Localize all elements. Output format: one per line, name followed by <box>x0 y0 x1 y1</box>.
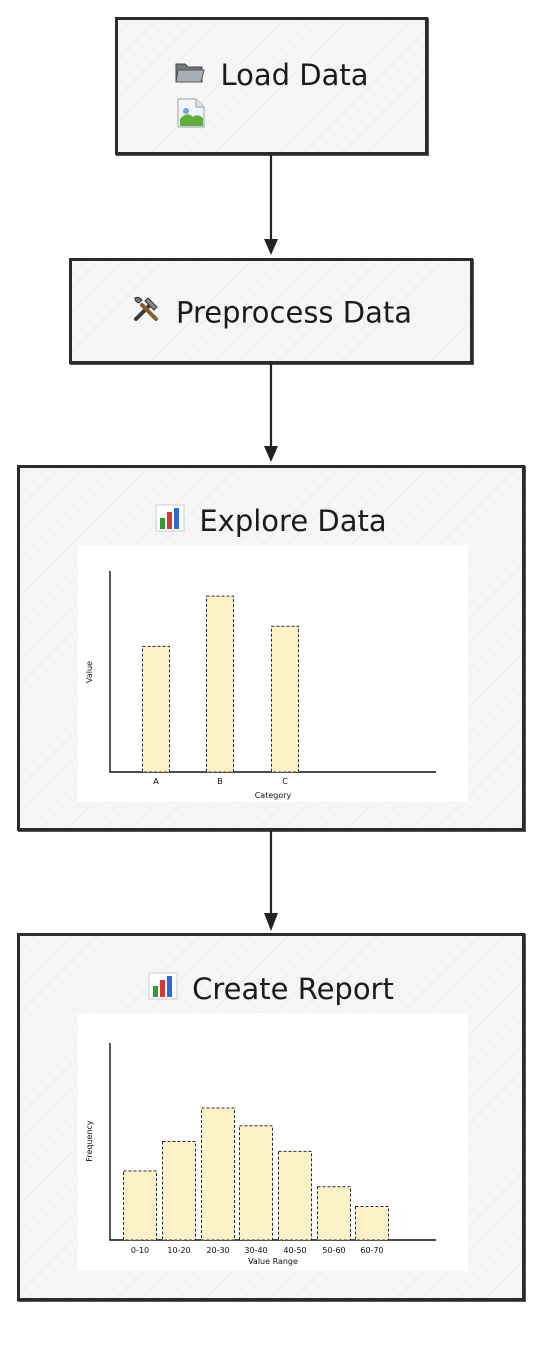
bar-0-10 <box>123 1170 157 1241</box>
x-tick-label: C <box>282 777 288 786</box>
x-tick-label: 0-10 <box>131 1246 149 1255</box>
y-axis-label: Value <box>85 661 94 683</box>
bar-10-20 <box>162 1141 196 1241</box>
histogram-chart: Frequency Value Range 0-10 10-20 20-30 30-4… <box>85 1043 436 1266</box>
step-label: Create Report <box>192 972 394 1006</box>
bar-A <box>142 645 170 773</box>
step-preprocess-data: Preprocess Data <box>69 258 473 364</box>
x-axis-label: Value Range <box>248 1257 298 1266</box>
flow-arrow <box>264 831 278 931</box>
step-create-report-title: Create Report <box>20 970 522 1007</box>
tools-icon <box>130 293 162 332</box>
bar-20-30 <box>201 1107 235 1241</box>
x-tick-label: 60-70 <box>360 1246 383 1255</box>
bar-chart-icon <box>155 504 185 539</box>
x-tick-label: 10-20 <box>167 1246 190 1255</box>
x-tick-label: 50-60 <box>322 1246 345 1255</box>
x-tick-label: A <box>153 777 159 786</box>
step-load-data-title: Load Data <box>118 56 425 92</box>
step-explore-data: Explore Data Value Category A B C <box>17 465 525 831</box>
x-tick-label: B <box>217 777 223 786</box>
step-preprocess-data-title: Preprocess Data <box>72 293 470 332</box>
step-label: Preprocess Data <box>175 295 412 330</box>
step-label: Load Data <box>220 58 369 92</box>
y-axis-label: Frequency <box>85 1120 94 1162</box>
category-bar-chart: Value Category A B C <box>85 571 436 800</box>
step-load-data: Load Data <box>115 17 428 155</box>
x-tick-label: 20-30 <box>206 1246 229 1255</box>
step-explore-data-title: Explore Data <box>20 502 522 539</box>
image-icon <box>175 97 207 133</box>
flow-arrow <box>264 155 278 255</box>
x-tick-label: 30-40 <box>244 1246 267 1255</box>
bar-30-40 <box>239 1125 273 1241</box>
bar-40-50 <box>278 1150 312 1241</box>
bar-50-60 <box>317 1186 351 1241</box>
bar-C <box>271 625 299 773</box>
flow-arrow <box>264 364 278 462</box>
bar-60-70 <box>355 1206 389 1241</box>
report-chart-panel: Frequency Value Range 0-10 10-20 20-30 30-4… <box>78 1013 468 1271</box>
bar-B <box>206 595 234 773</box>
folder-icon <box>174 58 206 92</box>
x-tick-label: 40-50 <box>283 1246 306 1255</box>
bar-chart-icon <box>148 972 178 1007</box>
step-create-report: Create Report Frequency Value Range 0-10… <box>17 933 525 1301</box>
x-axis-label: Category <box>255 791 292 800</box>
explore-chart-panel: Value Category A B C <box>78 545 468 802</box>
step-label: Explore Data <box>199 504 387 538</box>
